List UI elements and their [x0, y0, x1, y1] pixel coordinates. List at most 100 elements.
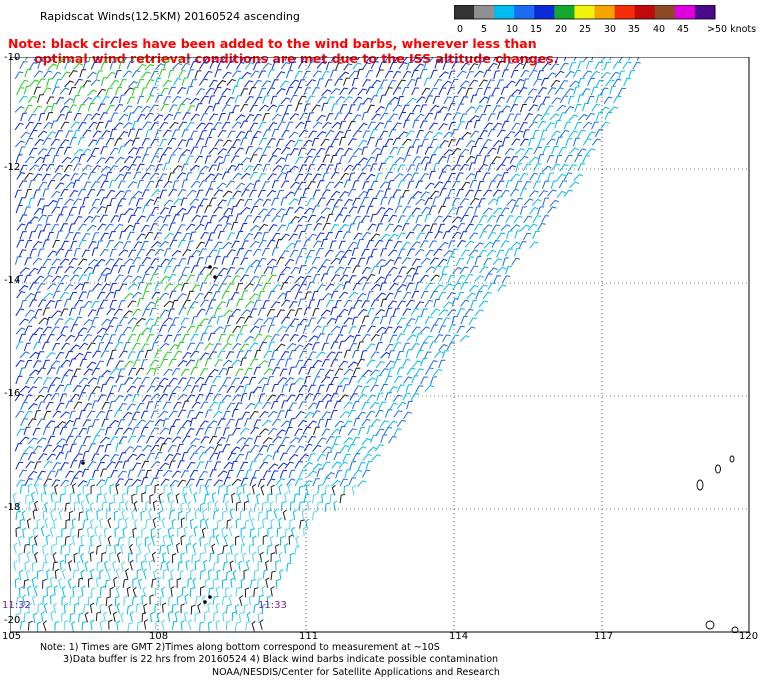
wind-barb: [42, 444, 52, 452]
wind-barb: [103, 560, 108, 572]
wind-barb: [14, 122, 24, 131]
wind-barb: [263, 368, 274, 376]
wind-barb: [298, 401, 307, 410]
wind-barb: [123, 190, 132, 199]
wind-barb: [204, 343, 214, 351]
wind-barb: [338, 240, 346, 249]
wind-barb: [33, 535, 39, 546]
wind-barb: [510, 57, 513, 61]
wind-barb: [144, 536, 150, 547]
wind-barb: [569, 62, 577, 71]
wind-barb: [275, 208, 286, 216]
wind-barb: [90, 147, 100, 156]
wind-barb: [298, 350, 308, 359]
wind-barb: [127, 469, 135, 479]
wind-barb: [167, 69, 175, 79]
wind-barb: [159, 138, 168, 147]
wind-barb: [402, 308, 412, 316]
wind-barb: [414, 266, 422, 275]
wind-barb: [105, 410, 113, 419]
wind-barb: [380, 79, 388, 88]
wind-barb: [537, 222, 546, 231]
wind-barb: [204, 518, 209, 529]
wind-barb: [469, 63, 479, 71]
wind-barb: [316, 501, 323, 512]
wind-barb: [91, 247, 99, 257]
wind-barb: [55, 351, 65, 360]
wind-barb: [33, 207, 44, 216]
wind-barb: [56, 402, 65, 411]
wind-barb: [483, 87, 491, 96]
wind-barb: [229, 544, 235, 555]
wind-barb: [294, 428, 303, 437]
wind-barb: [311, 155, 320, 164]
wind-barb: [232, 190, 242, 198]
wind-barb: [293, 240, 302, 249]
wind-barb: [132, 377, 142, 385]
wind-barb: [257, 189, 266, 198]
wind-barb: [258, 70, 267, 79]
wind-barb: [343, 317, 353, 325]
wind-barb: [64, 80, 74, 88]
wind-barb: [180, 535, 185, 546]
wind-barb: [284, 171, 292, 180]
wind-barb: [113, 510, 119, 521]
wind-barb: [221, 171, 230, 180]
wind-barb: [235, 418, 243, 427]
wind-barb: [235, 316, 245, 325]
wind-barb: [343, 437, 353, 445]
wind-barb: [145, 180, 155, 189]
wind-barb: [423, 335, 433, 343]
wind-barb: [37, 401, 46, 410]
wind-barb: [194, 155, 204, 164]
wind-barb: [387, 420, 398, 428]
wind-barb: [61, 585, 66, 597]
wind-barb: [29, 351, 40, 359]
wind-barb: [44, 553, 49, 564]
wind-barb: [504, 248, 514, 257]
wind-barb: [496, 163, 506, 171]
wind-barb: [29, 216, 39, 224]
wind-barb: [280, 164, 290, 173]
wind-barb: [248, 86, 257, 96]
wind-barb: [358, 157, 368, 165]
wind-barb: [71, 483, 77, 494]
wind-barb: [288, 534, 293, 545]
wind-barb: [52, 410, 62, 418]
wind-barb: [132, 308, 142, 317]
wind-barb: [438, 344, 448, 351]
wind-barb: [141, 273, 150, 282]
wind-barb: [141, 492, 146, 503]
wind-barb: [333, 452, 342, 461]
wind-barb: [185, 428, 195, 436]
wind-barb: [249, 410, 259, 419]
wind-barb: [105, 376, 115, 384]
wind-barb: [171, 518, 176, 530]
wind-barb: [77, 121, 87, 130]
wind-barb: [196, 461, 205, 470]
wind-barb: [208, 164, 217, 173]
wind-barb: [352, 367, 361, 376]
wind-barb: [232, 57, 236, 62]
wind-barb: [596, 112, 603, 121]
wind-barb: [55, 214, 64, 223]
wind-barb: [384, 292, 394, 301]
legend-label: 0: [457, 24, 463, 35]
wind-barb: [392, 122, 402, 130]
wind-barb: [361, 333, 371, 342]
wind-barb: [459, 266, 469, 275]
wind-barb: [32, 341, 42, 350]
wind-barb: [109, 419, 119, 427]
wind-barb: [36, 518, 41, 530]
wind-barb: [369, 95, 379, 103]
wind-barb: [52, 172, 62, 180]
wind-barb: [482, 224, 493, 232]
wind-barb: [414, 113, 425, 121]
wind-barb: [222, 57, 227, 61]
wind-barb: [374, 122, 384, 130]
wind-barb: [277, 377, 287, 385]
wind-barb: [316, 61, 326, 69]
wind-barb: [416, 96, 426, 104]
wind-barb: [203, 70, 213, 79]
wind-barb: [52, 426, 60, 436]
